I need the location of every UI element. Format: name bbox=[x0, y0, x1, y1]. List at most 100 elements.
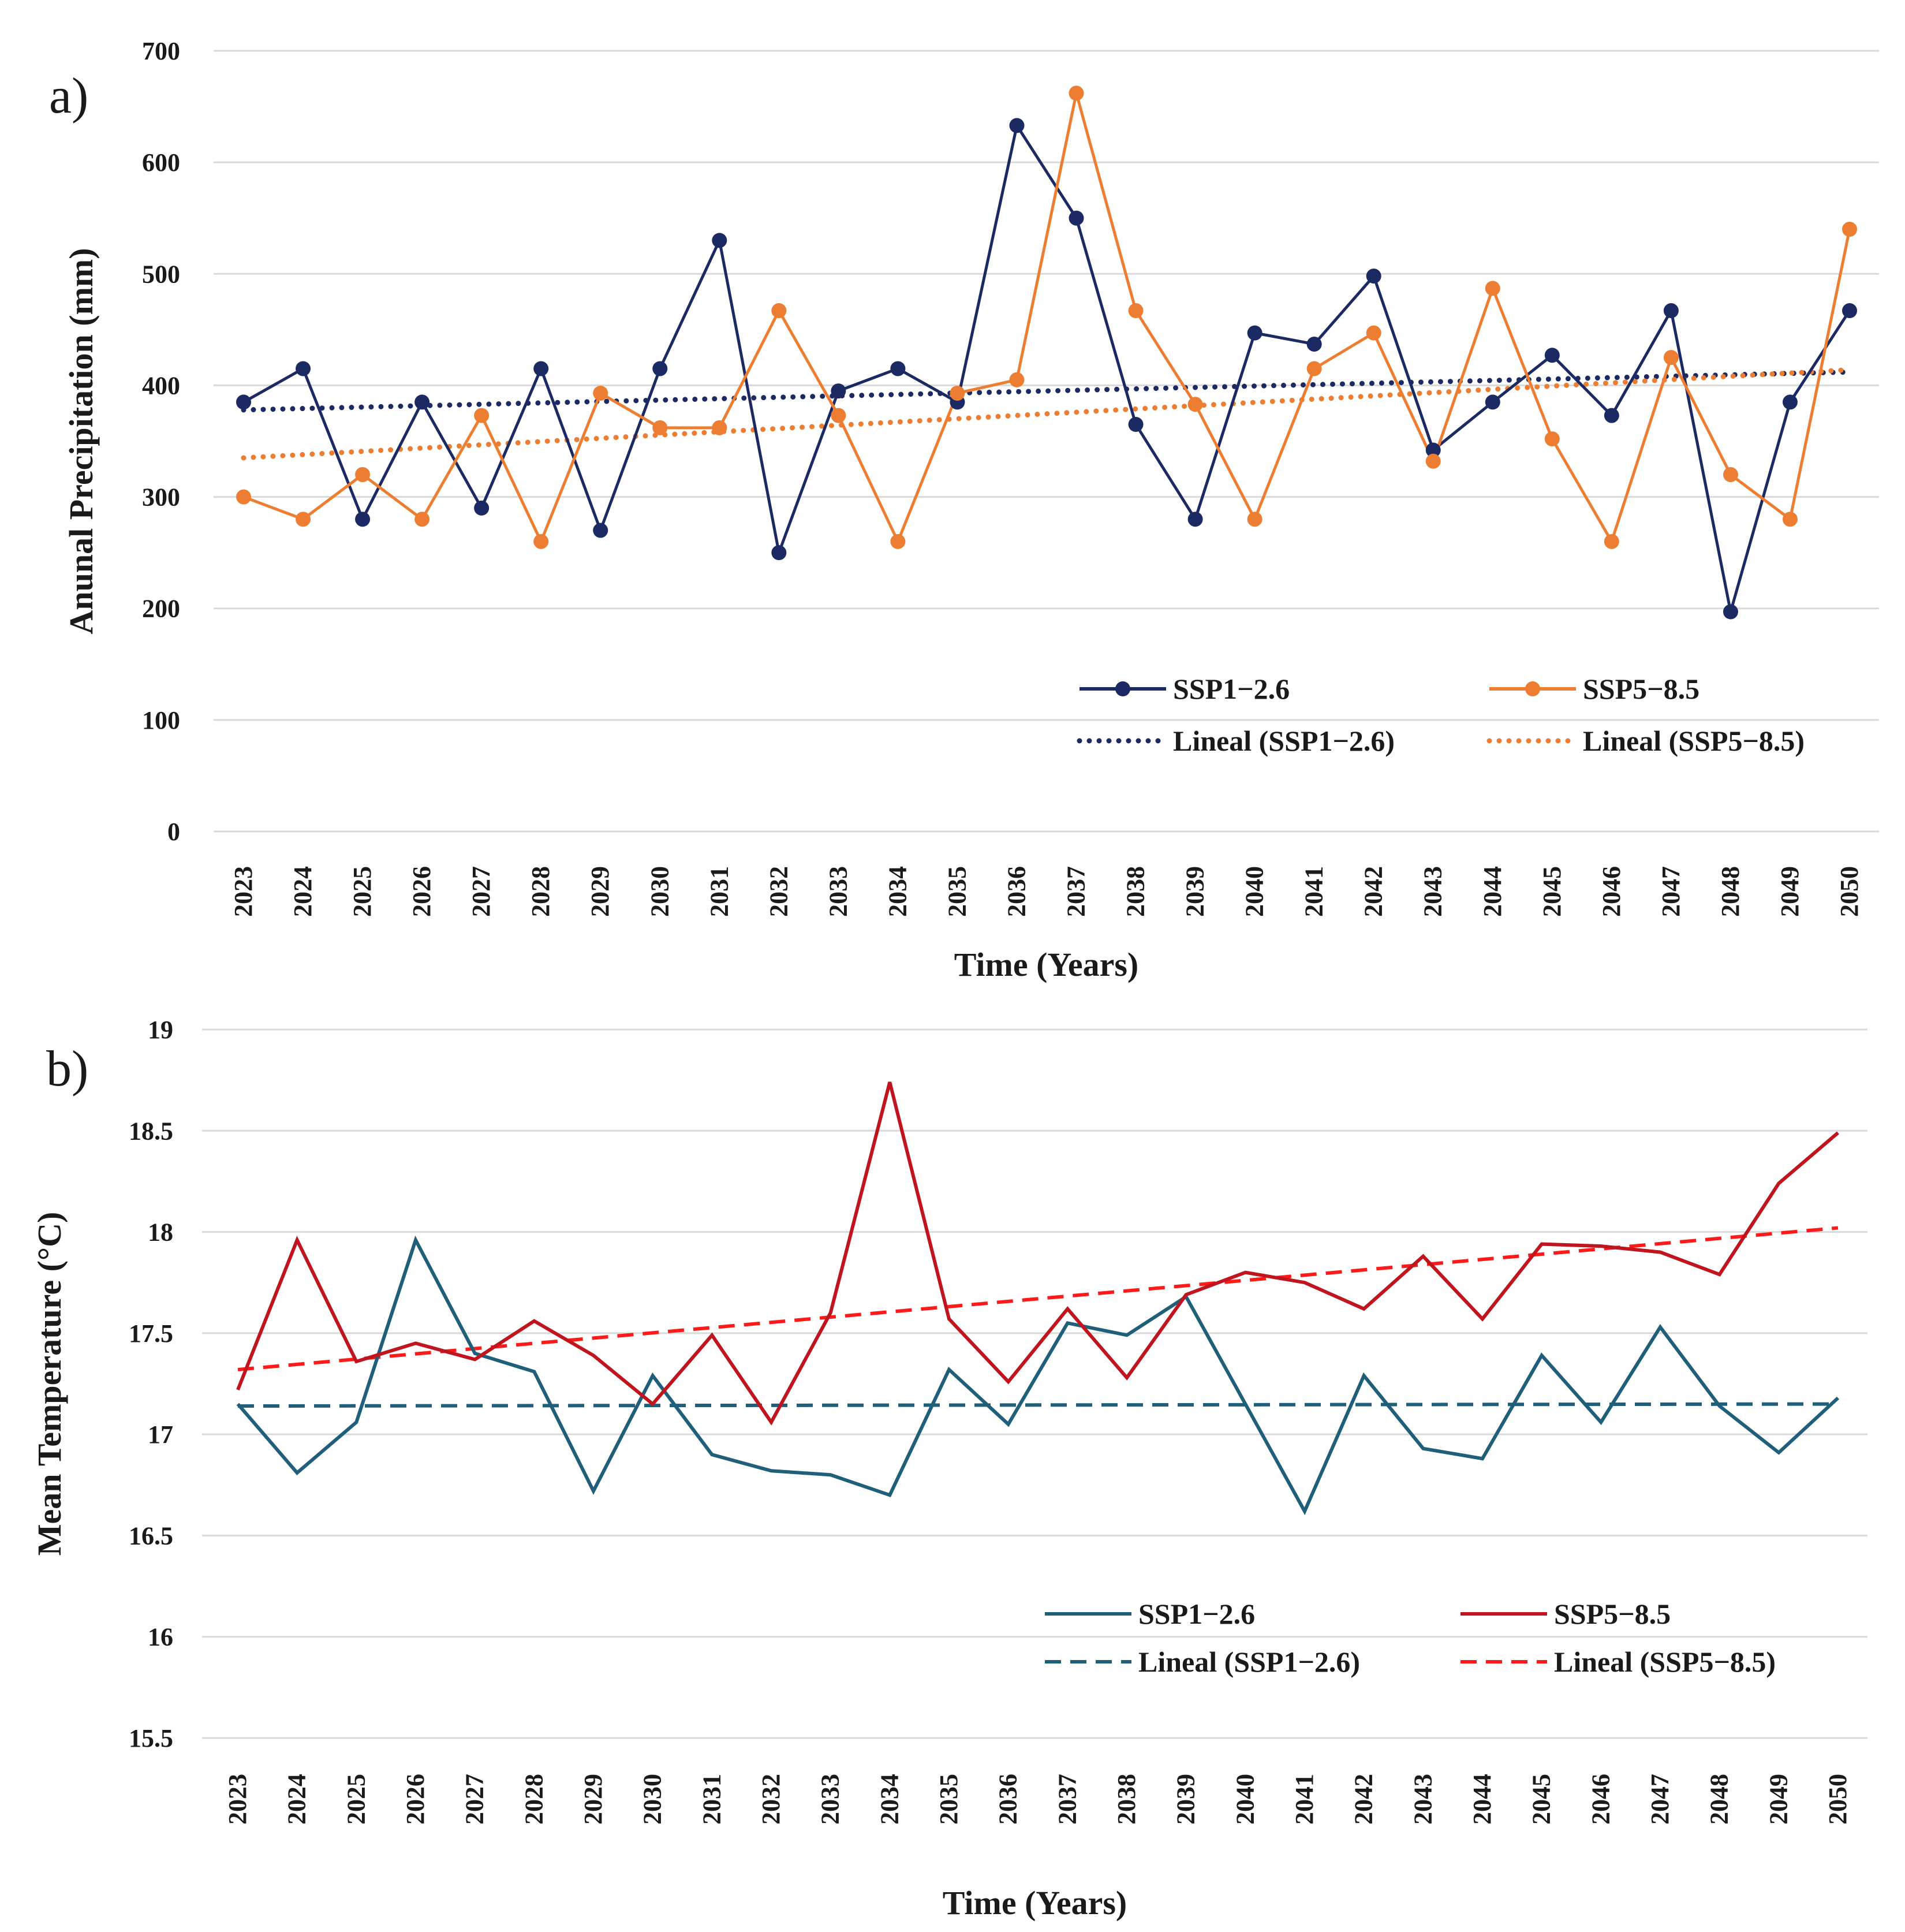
data-point bbox=[831, 408, 846, 423]
x-tick-label: 2040 bbox=[1231, 1774, 1259, 1825]
data-point bbox=[593, 385, 608, 401]
data-point bbox=[355, 512, 371, 527]
x-tick-label: 2023 bbox=[229, 866, 257, 917]
trendline bbox=[237, 1226, 1839, 1371]
y-tick-label: 200 bbox=[142, 595, 180, 623]
x-tick-label: 2039 bbox=[1172, 1774, 1200, 1825]
data-point bbox=[1663, 303, 1679, 319]
data-point bbox=[1069, 85, 1084, 101]
data-point bbox=[890, 534, 906, 549]
x-tick-label: 2047 bbox=[1646, 1774, 1674, 1825]
legend-label: SSP1−2.6 bbox=[1173, 673, 1290, 705]
data-point bbox=[950, 385, 965, 401]
data-point bbox=[1425, 453, 1441, 469]
data-point bbox=[652, 420, 668, 435]
y-tick-label: 100 bbox=[142, 706, 180, 734]
data-point bbox=[831, 383, 846, 399]
series-line bbox=[236, 1081, 1839, 1426]
data-point bbox=[1663, 350, 1679, 365]
x-tick-label: 2039 bbox=[1181, 866, 1209, 917]
data-point bbox=[1128, 303, 1144, 319]
data-point bbox=[1544, 431, 1560, 447]
data-point bbox=[1425, 442, 1441, 458]
data-point bbox=[236, 489, 251, 505]
x-tick-label: 2049 bbox=[1776, 866, 1804, 917]
x-tick-label: 2045 bbox=[1538, 866, 1566, 917]
data-point bbox=[593, 523, 608, 538]
data-point bbox=[1842, 303, 1857, 319]
data-point bbox=[296, 512, 311, 527]
data-point bbox=[1187, 512, 1203, 527]
legend-label: SSP1−2.6 bbox=[1138, 1598, 1255, 1630]
y-axis-title: Anunal Precipitation (mm) bbox=[62, 248, 100, 634]
data-point bbox=[1247, 325, 1262, 341]
x-tick-label: 2049 bbox=[1764, 1774, 1792, 1825]
y-tick-label: 19 bbox=[148, 1016, 173, 1044]
trendline bbox=[241, 367, 1852, 461]
legend-label: Lineal (SSP1−2.6) bbox=[1173, 725, 1395, 757]
series-line bbox=[242, 121, 1851, 613]
x-tick-label: 2040 bbox=[1241, 866, 1269, 917]
x-tick-label: 2033 bbox=[824, 866, 852, 917]
y-tick-label: 0 bbox=[167, 818, 180, 846]
y-tick-label: 600 bbox=[142, 148, 180, 177]
data-point bbox=[1009, 372, 1025, 387]
data-point bbox=[1009, 118, 1025, 133]
x-tick-label: 2025 bbox=[348, 866, 376, 917]
x-tick-label: 2031 bbox=[697, 1774, 726, 1825]
data-point bbox=[1485, 394, 1500, 410]
x-tick-label: 2027 bbox=[467, 866, 495, 917]
data-point bbox=[1247, 512, 1262, 527]
y-tick-label: 400 bbox=[142, 371, 180, 400]
panel-label: b) bbox=[46, 1041, 88, 1097]
data-point bbox=[712, 233, 727, 248]
data-point bbox=[236, 394, 251, 410]
x-tick-label: 2024 bbox=[283, 1774, 311, 1825]
x-tick-label: 2034 bbox=[875, 1774, 903, 1825]
data-point bbox=[1306, 361, 1322, 376]
data-point bbox=[1782, 394, 1798, 410]
data-point bbox=[1544, 348, 1560, 363]
x-tick-label: 2034 bbox=[883, 866, 912, 917]
x-tick-label: 2023 bbox=[223, 1774, 252, 1825]
y-tick-label: 16 bbox=[148, 1623, 173, 1651]
data-point bbox=[1306, 336, 1322, 352]
series-line bbox=[243, 92, 1851, 546]
x-axis-title: Time (Years) bbox=[954, 946, 1138, 983]
data-point bbox=[1723, 467, 1738, 482]
legend-label: Lineal (SSP5−8.5) bbox=[1554, 1646, 1776, 1678]
data-point bbox=[1069, 210, 1084, 226]
data-point bbox=[1366, 268, 1381, 284]
x-tick-label: 2048 bbox=[1716, 866, 1745, 917]
x-tick-label: 2045 bbox=[1527, 1774, 1556, 1825]
x-tick-label: 2030 bbox=[638, 1774, 667, 1825]
data-point bbox=[771, 545, 787, 561]
x-tick-label: 2050 bbox=[1824, 1774, 1852, 1825]
legend-marker bbox=[1115, 681, 1130, 696]
x-tick-label: 2042 bbox=[1359, 866, 1388, 917]
legend-label: Lineal (SSP1−2.6) bbox=[1138, 1646, 1360, 1678]
panel-b-temperature-chart: 15.5 16 16.5 17 17.5 18 18.5 19 2023 2024 2025 2026… bbox=[31, 1016, 1867, 1922]
data-point bbox=[355, 467, 371, 482]
x-tick-label: 2046 bbox=[1586, 1774, 1615, 1825]
data-point bbox=[771, 303, 787, 319]
x-tick-label: 2028 bbox=[526, 866, 555, 917]
y-tick-label: 17 bbox=[148, 1420, 173, 1449]
x-tick-label: 2041 bbox=[1290, 1774, 1318, 1825]
data-point bbox=[1187, 397, 1203, 412]
x-tick-label: 2042 bbox=[1350, 1774, 1378, 1825]
panel-label: a) bbox=[49, 68, 88, 124]
data-point bbox=[474, 500, 490, 516]
series-line bbox=[236, 1235, 1840, 1516]
legend-label: SSP5−8.5 bbox=[1583, 673, 1699, 705]
data-point bbox=[652, 361, 668, 376]
y-axis-title: Mean Temperature (°C) bbox=[31, 1212, 68, 1556]
x-axis-title: Time (Years) bbox=[943, 1884, 1127, 1922]
trendline bbox=[241, 369, 1852, 413]
data-point bbox=[890, 361, 906, 376]
y-tick-label: 700 bbox=[142, 37, 180, 65]
data-point bbox=[1842, 222, 1857, 237]
x-tick-label: 2032 bbox=[757, 1774, 785, 1825]
x-tick-label: 2026 bbox=[408, 866, 436, 917]
